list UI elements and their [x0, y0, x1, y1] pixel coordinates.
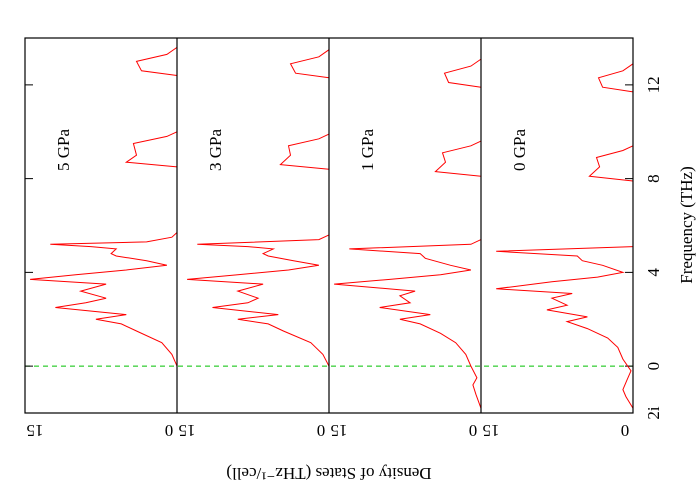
- panel-label: 0 GPa: [510, 129, 529, 171]
- dos-line: [496, 63, 634, 409]
- y-tick-label: 0: [165, 421, 174, 440]
- dos-line: [30, 46, 178, 367]
- panel-label: 3 GPa: [206, 129, 225, 171]
- y-tick-label: 15: [331, 421, 348, 440]
- x-tick-label: 2i: [644, 406, 663, 420]
- dos-line: [187, 49, 330, 367]
- panel-label: 1 GPa: [358, 129, 377, 171]
- y-tick-label: 0: [317, 421, 326, 440]
- frame: [24, 37, 634, 414]
- dos-line: [334, 58, 482, 409]
- x-tick-label: 0: [644, 362, 663, 371]
- x-tick-label: 12: [644, 76, 663, 93]
- y-tick-label: 15: [179, 421, 196, 440]
- x-tick-label: 4: [644, 268, 663, 277]
- y-tick-label: 0: [469, 421, 478, 440]
- x-axis-label: Frequency (THz): [677, 166, 696, 284]
- y-tick-label: 0: [621, 421, 630, 440]
- panel-label: 5 GPa: [54, 129, 73, 171]
- y-tick-label: 15: [483, 421, 500, 440]
- y-axis-label: Density of States (THz⁻¹/cell): [226, 464, 431, 483]
- y-tick-label: 15: [27, 421, 44, 440]
- x-tick-label: 8: [644, 174, 663, 183]
